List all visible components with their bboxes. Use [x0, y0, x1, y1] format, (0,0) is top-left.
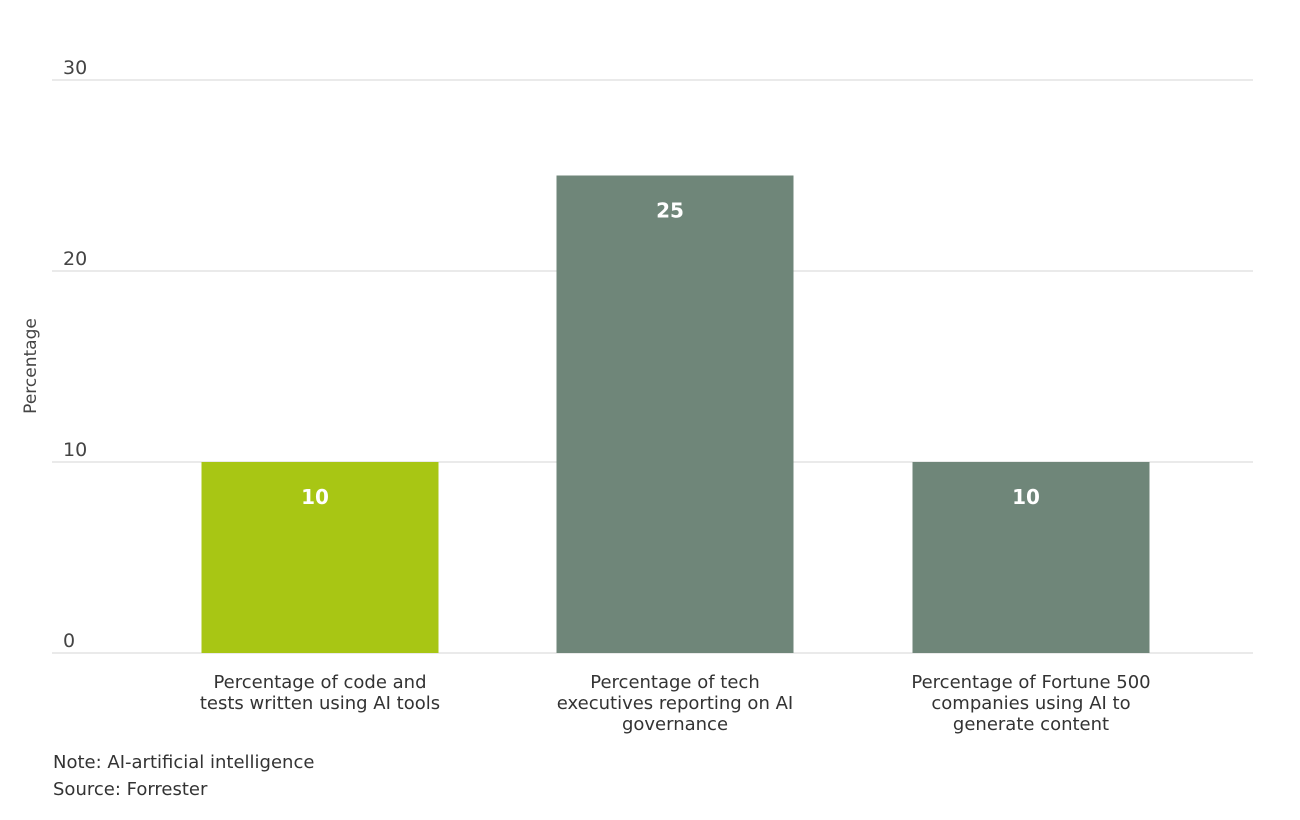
x-tick-label: generate content: [953, 714, 1109, 735]
y-tick-label: 0: [63, 630, 75, 652]
data-label: 10: [1012, 485, 1040, 509]
x-tick-label: Percentage of code and: [213, 672, 426, 693]
y-tick-label: 30: [63, 57, 87, 79]
x-tick-label: executives reporting on AI: [557, 693, 793, 714]
source-note: Source: Forrester: [53, 779, 208, 800]
bar: [556, 175, 794, 653]
x-tick-label: Percentage of Fortune 500: [911, 672, 1150, 693]
x-tick-label: tests written using AI tools: [200, 693, 440, 714]
y-tick-label: 20: [63, 248, 87, 270]
bar: [201, 462, 439, 653]
data-label: 10: [301, 485, 329, 509]
x-tick-label: governance: [622, 714, 728, 735]
y-tick-label: 10: [63, 439, 87, 461]
footnote: Note: AI-artificial intelligence: [53, 752, 315, 773]
x-tick-label: Percentage of tech: [590, 672, 760, 693]
x-tick-label: companies using AI to: [931, 693, 1130, 714]
data-label: 25: [656, 199, 684, 223]
bar: [912, 462, 1150, 653]
y-axis-label: Percentage: [21, 318, 41, 414]
